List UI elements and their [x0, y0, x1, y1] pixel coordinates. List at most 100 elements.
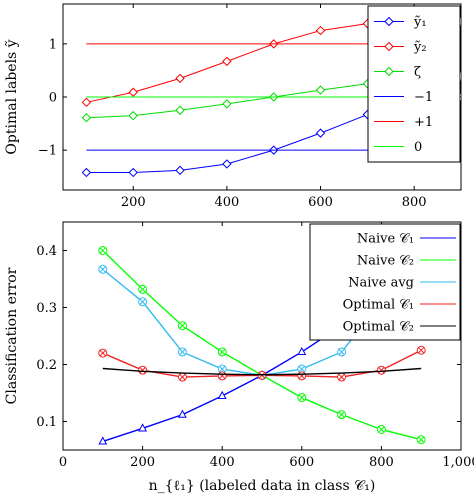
data-point [217, 371, 227, 381]
data-point [315, 128, 326, 138]
legend-marker [384, 41, 394, 52]
legend-entry-4: Optimal 𝒞₂ [343, 320, 456, 335]
legend-label: 0 [414, 140, 422, 155]
data-point [138, 297, 148, 307]
legend-label: Optimal 𝒞₂ [343, 320, 414, 335]
legend-label: ζ [414, 65, 421, 80]
data-point [222, 56, 232, 67]
data-point [217, 390, 227, 399]
y-tick-label: 0 [49, 91, 57, 106]
data-point [175, 73, 185, 84]
bottom-x-axis-label: n_{ℓ₁} (labeled data in class 𝒞₁) [149, 478, 376, 494]
data-point [217, 347, 227, 357]
data-point [81, 97, 92, 108]
top-legend: ỹ₁ ỹ₂ ζ −1 +1 0 [367, 5, 461, 163]
legend-label: ỹ₁ [413, 15, 427, 30]
data-point [376, 365, 386, 375]
data-point [297, 346, 307, 356]
legend-entry-2: Naive avg [348, 276, 456, 291]
x-tick-label: 1,000 [442, 455, 474, 470]
x-tick-label: 400 [214, 195, 239, 210]
data-point [128, 167, 138, 178]
legend-label: −1 [414, 90, 433, 105]
data-point [297, 371, 307, 381]
x-tick-label: 400 [210, 455, 235, 470]
data-point [138, 365, 148, 375]
data-point [128, 87, 138, 97]
data-point [315, 25, 326, 36]
legend-label: Naive 𝒞₂ [357, 254, 414, 269]
y-tick-label: 0.4 [36, 244, 57, 259]
x-tick-label: 0 [59, 455, 67, 470]
legend-label: Naive avg [348, 276, 414, 291]
data-point [128, 110, 138, 121]
x-tick-label: 600 [308, 195, 333, 210]
data-point [81, 113, 92, 123]
data-point [217, 364, 227, 374]
bottom-legend: Naive 𝒞₁ Naive 𝒞₂ Naive avg Optimal 𝒞₁ Optim… [309, 223, 461, 341]
top-x-ticks: 200 400 600 800 [121, 4, 427, 210]
legend-entry-4: +1 [374, 115, 433, 130]
legend-label: Optimal 𝒞₁ [343, 298, 414, 313]
legend-entry-3: −1 [374, 90, 433, 105]
data-point [222, 99, 232, 109]
y-tick-label: 0.3 [36, 301, 57, 316]
series-line-4 [102, 367, 422, 376]
data-point [416, 345, 426, 355]
legend-entry-0: ỹ₁ [374, 15, 427, 30]
data-point [337, 410, 347, 420]
bottom-y-axis-label: Classification error [4, 267, 20, 404]
bottom-axes-frame [62, 221, 462, 451]
series-3 [98, 345, 426, 382]
y-tick-label: 0.1 [36, 415, 57, 430]
optimal-labels-chart: 200 400 600 800 −1 0 1 Optimal labels ỹ ỹ₁ ỹ₂ ζ… [4, 3, 462, 210]
legend-label: ỹ₂ [413, 40, 427, 55]
data-point [98, 246, 108, 255]
bottom-x-ticks: 0 200 400 600 800 1,000 [59, 222, 474, 470]
legend-marker [384, 66, 394, 77]
legend-entry-0: Naive 𝒞₁ [357, 232, 456, 247]
x-tick-label: 200 [130, 455, 155, 470]
data-point [337, 347, 347, 357]
legend-entry-3: Optimal 𝒞₁ [343, 298, 456, 313]
y-tick-label: 0.2 [36, 358, 57, 373]
y-tick-label: −1 [38, 144, 57, 159]
data-point [177, 372, 187, 382]
legend-entry-2: ζ [374, 65, 421, 80]
legend-entry-1: ỹ₂ [374, 40, 427, 55]
data-point [81, 167, 92, 178]
data-point [98, 348, 108, 358]
x-tick-label: 200 [121, 195, 146, 210]
series-4 [102, 367, 422, 376]
legend-label: +1 [414, 115, 433, 130]
bottom-y-ticks: 0.1 0.2 0.3 0.4 [36, 244, 461, 430]
data-point [337, 372, 347, 382]
data-point [98, 264, 108, 274]
data-point [376, 424, 386, 434]
data-point [297, 364, 307, 374]
data-point [175, 105, 185, 115]
legend-entry-1: Naive 𝒞₂ [357, 254, 456, 269]
data-point [138, 423, 148, 432]
data-point [222, 159, 232, 169]
data-point [177, 409, 187, 418]
x-tick-label: 600 [289, 455, 314, 470]
data-point [315, 85, 326, 95]
top-y-axis-label: Optimal labels ỹ [4, 39, 20, 154]
data-point [175, 165, 185, 176]
legend-box [367, 5, 461, 163]
x-tick-label: 800 [402, 195, 427, 210]
data-point [138, 284, 148, 294]
data-point [177, 321, 187, 331]
data-point [416, 435, 426, 445]
legend-entry-5: 0 [374, 140, 422, 155]
y-tick-label: 1 [49, 37, 57, 52]
data-point [177, 347, 187, 357]
classification-error-chart: 0 200 400 600 800 1,000 0.1 0.2 0.3 0.4 Classifi… [4, 221, 474, 494]
legend-marker [384, 16, 394, 27]
data-point [98, 436, 108, 445]
x-tick-label: 800 [369, 455, 394, 470]
data-point [297, 393, 307, 403]
legend-label: Naive 𝒞₁ [357, 232, 414, 247]
